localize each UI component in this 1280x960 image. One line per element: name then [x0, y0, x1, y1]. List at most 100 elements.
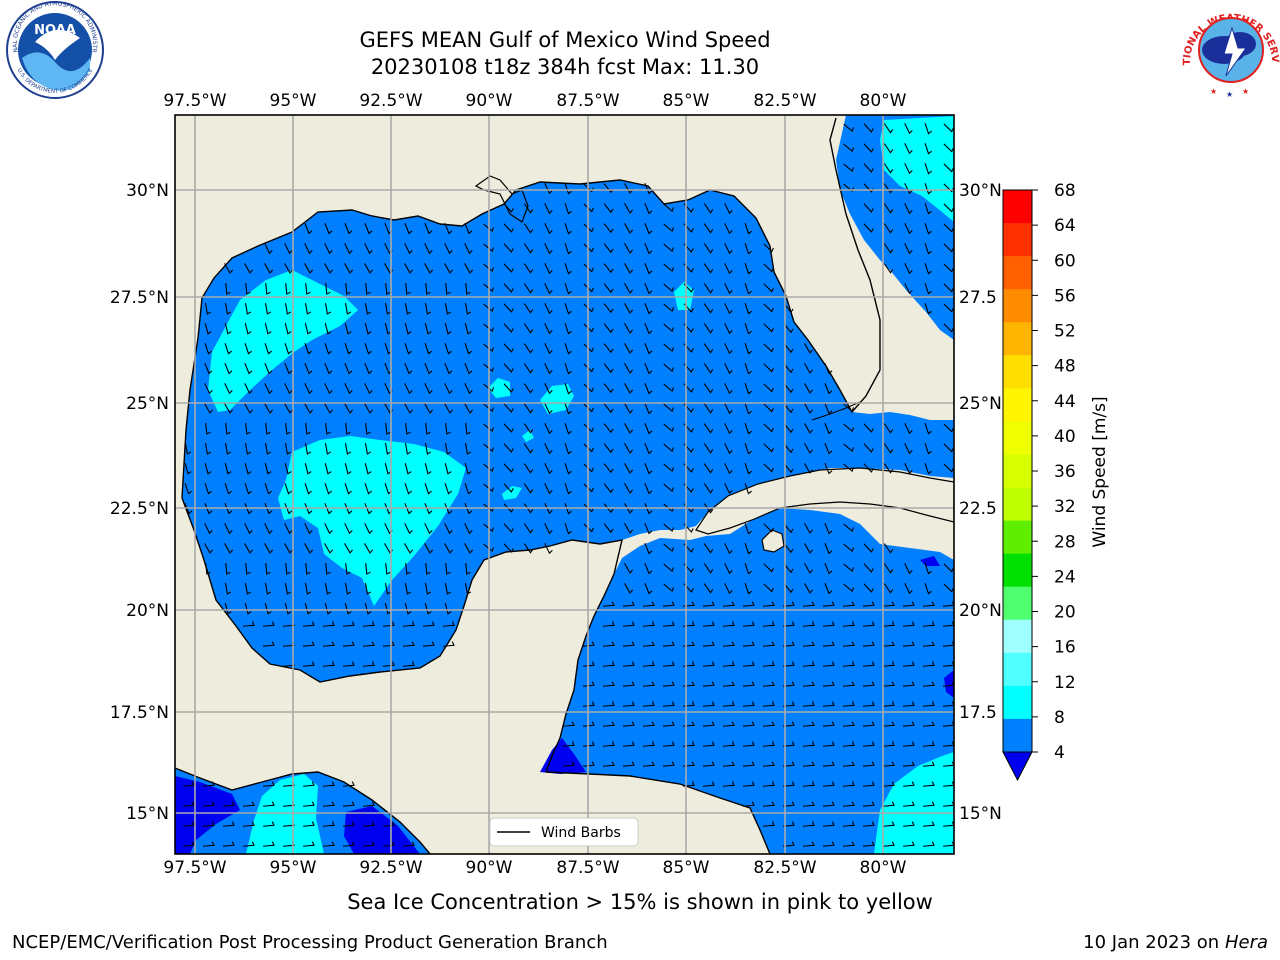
wind-barb [744, 422, 753, 435]
wind-barb [564, 462, 573, 475]
wind-barb [284, 403, 294, 414]
wind-barb [384, 302, 392, 315]
wind-barb [943, 323, 954, 333]
wind-barb [842, 661, 855, 667]
wind-barb [562, 721, 575, 727]
wind-barb [264, 543, 274, 554]
wind-barb [523, 463, 534, 474]
wind-barb [644, 543, 653, 555]
wind-barb [182, 841, 195, 847]
wind-barb [385, 422, 391, 435]
wind-barb [744, 322, 753, 335]
nws-logo: NATIONAL WEATHER SERVICE ★ ★ ★ [0, 0, 1280, 99]
wind-barb [464, 503, 473, 515]
wind-barb [344, 602, 352, 615]
wind-barb [863, 123, 874, 133]
wind-barb [182, 801, 195, 807]
wind-barb [244, 462, 252, 475]
wind-barb [663, 403, 675, 413]
wind-barb [603, 363, 614, 374]
wind-barb [802, 701, 815, 707]
colorbar-tick-label: 20 [1054, 603, 1076, 623]
wind-barb [703, 263, 714, 274]
wind-barb [863, 443, 874, 453]
wind-barb [382, 841, 395, 847]
wind-barb [503, 443, 514, 453]
wind-barb [762, 741, 775, 747]
wind-barb [824, 403, 833, 415]
wind-barb [763, 343, 774, 353]
noaa-logo: NOAA NATIONAL OCEANIC AND ATMOSPHERIC AD… [0, 0, 104, 99]
wind-barb [642, 641, 655, 647]
wind-barb [284, 543, 294, 554]
wind-barb [544, 223, 553, 235]
wind-barb [702, 621, 715, 627]
wind-barb [262, 801, 275, 807]
wind-barb [404, 383, 413, 395]
wind-barb [883, 543, 894, 554]
wind-barb [724, 383, 733, 395]
wind-barb [503, 263, 514, 273]
wind-barb [304, 543, 314, 554]
wind-barb [583, 243, 594, 253]
wind-barb [663, 223, 675, 233]
wind-barb [904, 183, 913, 195]
wind-barb [822, 741, 835, 747]
wind-barb [422, 641, 435, 647]
wind-barb [922, 641, 935, 647]
wind-barb [264, 403, 274, 414]
wind-barb [782, 681, 795, 687]
wind-barb [262, 641, 275, 647]
wind-barb [742, 781, 755, 787]
wind-barb [922, 721, 935, 727]
wind-barb [242, 621, 255, 627]
wind-barb [322, 841, 335, 847]
svg-text:★: ★ [1210, 87, 1217, 96]
lat-ticks-left: 30°N 27.5°N 25°N 22.5°N 20°N 17.5°N 15°N [110, 181, 169, 824]
wind-barb [842, 601, 855, 607]
wind-barb [425, 562, 431, 575]
wind-barb [544, 423, 553, 435]
wind-barb [364, 442, 372, 455]
wind-barb [802, 601, 815, 607]
colorbar-segment [1003, 553, 1032, 588]
wind-barb [702, 701, 715, 707]
wind-barb [722, 601, 735, 607]
wind-barb [583, 463, 594, 473]
wind-barb [782, 641, 795, 647]
wind-barb [384, 442, 392, 455]
wind-barb [843, 163, 855, 173]
colorbar-segment [1003, 388, 1032, 422]
wind-barb [644, 263, 653, 275]
machine-name: Hera [1224, 932, 1268, 953]
wind-barb [863, 423, 874, 433]
nws-ring-text: NATIONAL WEATHER SERVICE [0, 0, 1280, 65]
wind-barb [424, 503, 433, 515]
wind-barb [804, 583, 814, 594]
wind-barb [384, 602, 392, 615]
lon-tick-bottom: 80°W [860, 858, 907, 878]
wind-barb [342, 841, 355, 847]
wind-barb [342, 621, 355, 627]
wind-barb [663, 303, 675, 313]
wind-barb [624, 563, 634, 574]
wind-barb [523, 383, 534, 394]
wind-barb [382, 641, 395, 647]
wind-barb [224, 342, 233, 355]
wind-barb [862, 621, 875, 627]
wind-barb [544, 323, 553, 335]
wind-barb [742, 621, 755, 627]
wind-barb [602, 641, 615, 647]
wind-barb [762, 801, 775, 807]
wind-barb [304, 462, 312, 475]
wind-barb [503, 423, 514, 433]
wind-8-12-blob-5 [502, 486, 522, 500]
legend-label: Wind Barbs [541, 825, 621, 841]
wind-barb [464, 322, 472, 335]
wind-barb [783, 523, 794, 534]
wind-barb [205, 422, 211, 435]
wind-barb [404, 403, 414, 414]
wind-barb [225, 562, 231, 575]
wind-barb [603, 343, 614, 354]
wind-barb [304, 403, 314, 414]
